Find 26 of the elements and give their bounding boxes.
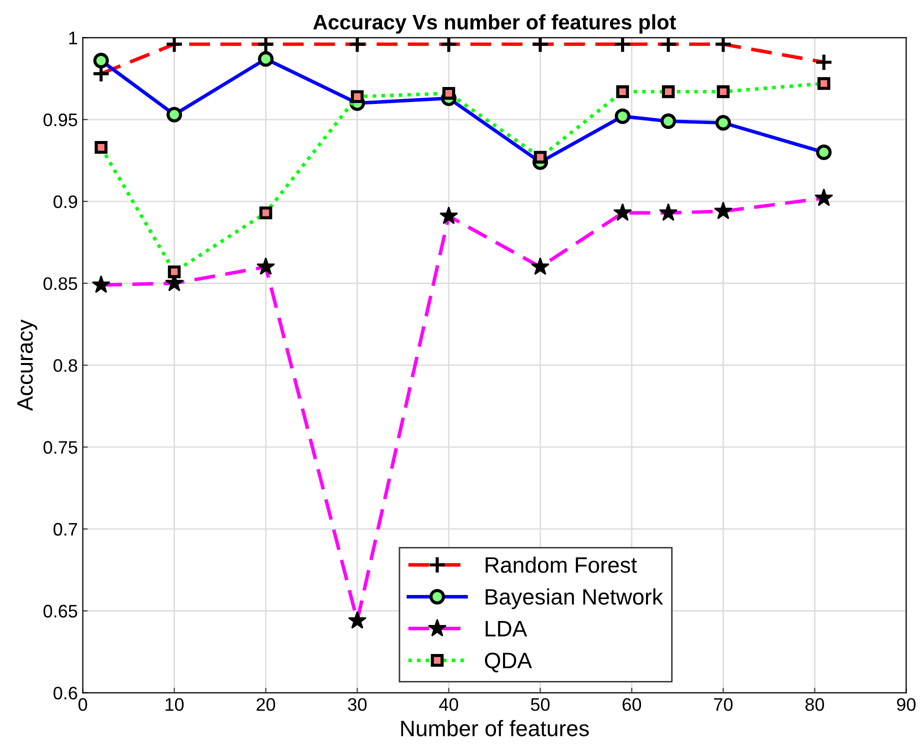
y-tick-label: 0.65	[44, 604, 78, 618]
x-tick-label: 80	[805, 698, 824, 711]
x-tick-label: 30	[348, 698, 367, 711]
x-tick-label: 90	[897, 698, 916, 711]
x-tick-label: 70	[714, 698, 733, 711]
x-tick-label: 40	[439, 698, 458, 711]
x-axis-title: Number of features	[401, 720, 589, 736]
x-tick-label: 10	[166, 698, 184, 711]
legend-label: Bayesian Network	[486, 588, 664, 610]
x-tick-label: 60	[622, 698, 642, 711]
x-tick-label: 0	[78, 698, 88, 711]
y-tick-label: 0.9	[54, 195, 78, 208]
x-tick-label: 50	[530, 698, 550, 711]
y-tick-label: 0.7	[54, 522, 78, 536]
legend-label: Random Forest	[486, 556, 637, 573]
y-tick-label: 0.8	[54, 359, 78, 372]
y-tick-label: 0.95	[44, 113, 78, 126]
y-tick-label: 0.75	[44, 441, 78, 454]
y-tick-label: 0.85	[44, 277, 78, 290]
legend-label: LDA	[486, 621, 528, 636]
y-tick-label: 1	[69, 32, 78, 44]
x-tick-label: 20	[256, 698, 276, 711]
y-axis-title: Accuracy	[17, 320, 38, 411]
legend-label: QDA	[484, 652, 532, 672]
chart-title: Accuracy Vs number of features plot	[313, 14, 676, 34]
y-tick-label: 0.6	[54, 686, 78, 700]
